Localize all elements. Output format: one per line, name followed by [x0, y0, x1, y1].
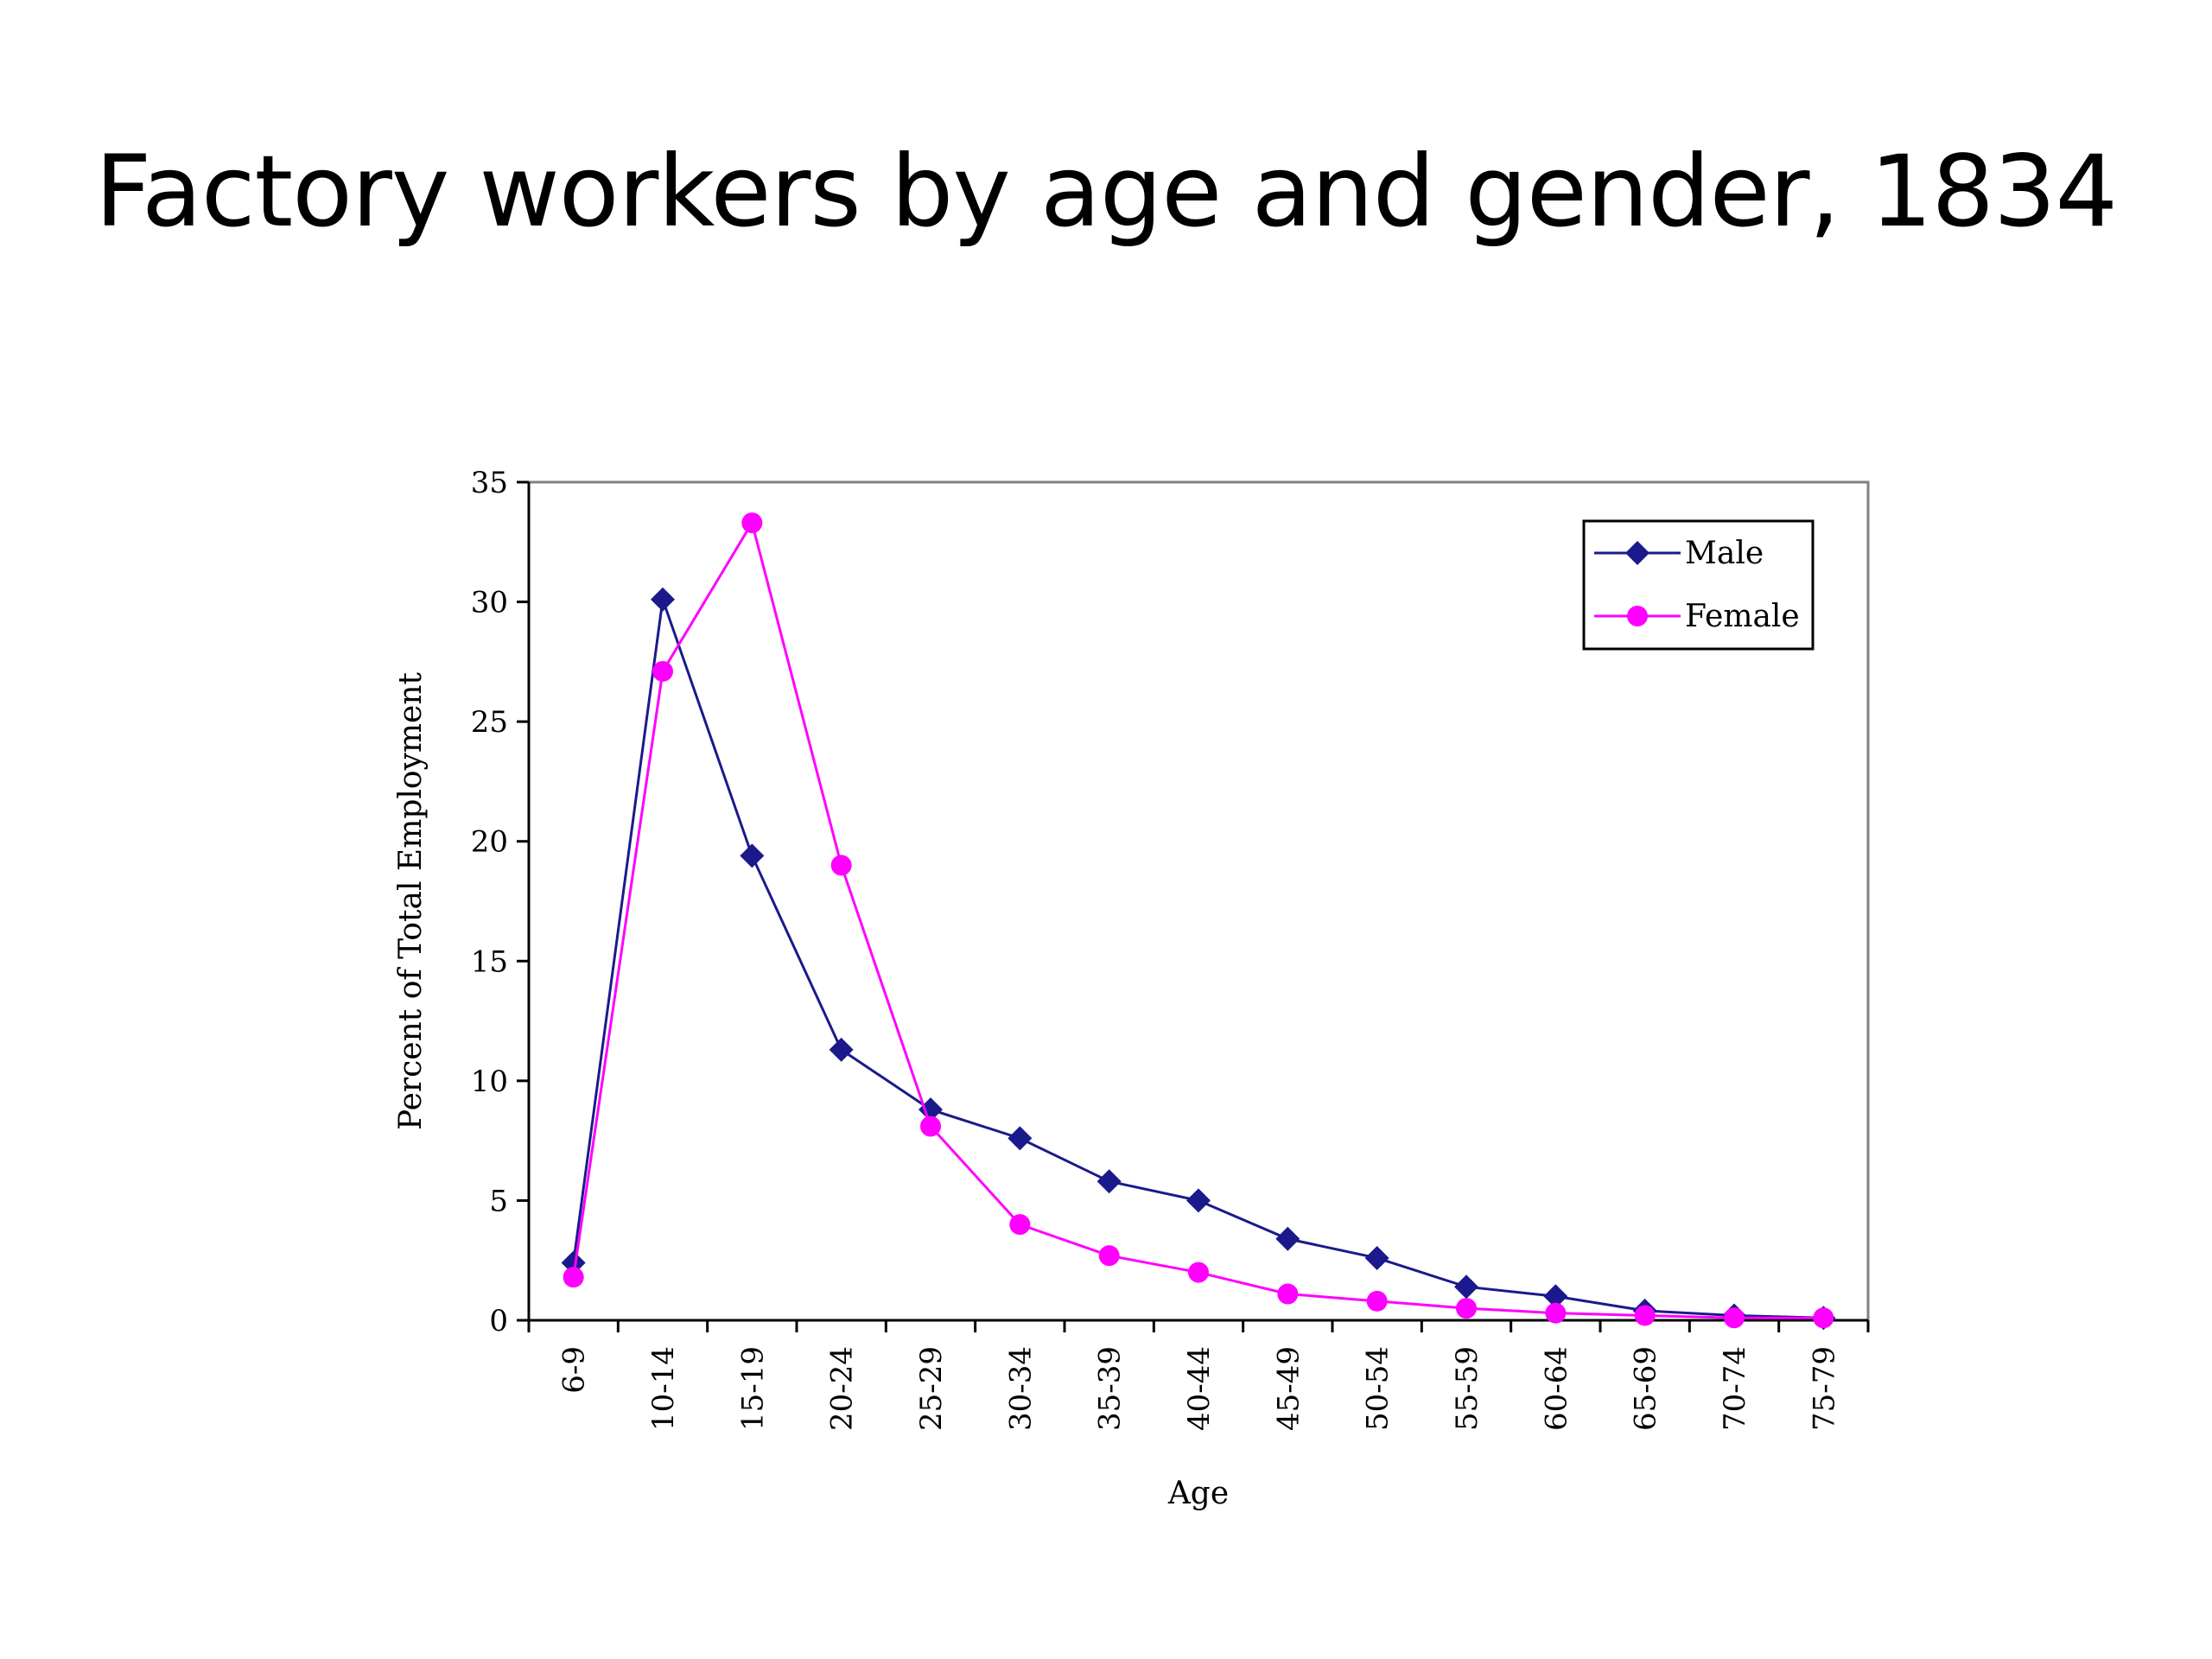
data-point	[741, 512, 763, 534]
y-tick-label: 35	[471, 466, 508, 500]
data-point	[829, 1037, 854, 1062]
data-point	[1634, 1305, 1656, 1326]
legend-label: Male	[1685, 536, 1764, 571]
data-point	[1186, 1188, 1211, 1213]
legend-box	[1582, 519, 1815, 651]
data-point	[1277, 1283, 1299, 1305]
data-point	[740, 843, 765, 868]
data-point	[1724, 1307, 1745, 1329]
x-axis: 6-9 10-14 15-19 20-24 25-29 30-34 35-39 40-44 45…	[527, 1319, 1870, 1431]
x-tick-label: 6-9	[557, 1346, 592, 1394]
legend-label: Female	[1685, 599, 1800, 634]
data-point	[1098, 1245, 1120, 1267]
x-tick-label: 45-49	[1271, 1346, 1306, 1431]
data-point	[652, 660, 673, 682]
data-point	[1543, 1284, 1568, 1309]
data-point	[1007, 1126, 1033, 1151]
y-tick-label: 5	[489, 1184, 508, 1218]
x-tick-label: 10-14	[646, 1346, 681, 1431]
data-point	[1275, 1226, 1300, 1251]
x-tick-label: 25-29	[914, 1346, 949, 1431]
data-point	[1366, 1290, 1388, 1312]
data-point	[1009, 1214, 1031, 1236]
x-tick-label: 30-34	[1003, 1346, 1038, 1431]
legend-swatch-marker	[1625, 541, 1649, 565]
series-layer	[561, 512, 1836, 1331]
data-point	[1454, 1274, 1478, 1300]
legend: Male Female	[1582, 519, 1815, 651]
series-female	[563, 512, 1834, 1329]
chart-title: Factory workers by age and gender, 1834	[94, 134, 2118, 249]
x-tick-label: 50-54	[1361, 1346, 1395, 1431]
y-tick-label: 10	[471, 1065, 508, 1099]
y-tick-label: 20	[471, 825, 508, 860]
data-point	[563, 1267, 584, 1288]
y-tick-label: 30	[471, 586, 508, 620]
data-point	[920, 1116, 941, 1137]
x-tick-label: 65-69	[1629, 1346, 1663, 1431]
data-point	[1188, 1262, 1209, 1283]
x-tick-label: 15-19	[735, 1346, 770, 1431]
y-tick-label: 0	[489, 1304, 508, 1338]
y-axis-title: Percent of Total Employment	[393, 671, 429, 1130]
x-tick-label: 40-44	[1182, 1346, 1217, 1431]
x-tick-label: 35-39	[1093, 1346, 1128, 1431]
data-point	[1364, 1245, 1389, 1270]
data-point	[1813, 1307, 1834, 1329]
data-point	[1096, 1169, 1122, 1194]
data-point	[1456, 1298, 1477, 1319]
data-point	[651, 587, 675, 612]
x-axis-title: Age	[1167, 1476, 1229, 1511]
x-tick-label: 60-64	[1539, 1346, 1573, 1431]
x-tick-label: 70-74	[1718, 1346, 1752, 1431]
data-point	[918, 1097, 943, 1122]
y-tick-label: 25	[471, 705, 508, 740]
x-tick-label: 55-59	[1450, 1346, 1484, 1431]
data-point	[1545, 1302, 1567, 1324]
data-point	[830, 855, 852, 876]
x-tick-label: 75-79	[1807, 1346, 1841, 1431]
x-tick-label: 20-24	[825, 1346, 860, 1431]
legend-swatch-marker	[1627, 606, 1648, 626]
y-axis: 0 5 10 15 20 25 30 35	[471, 466, 531, 1338]
y-tick-label: 15	[471, 944, 508, 979]
